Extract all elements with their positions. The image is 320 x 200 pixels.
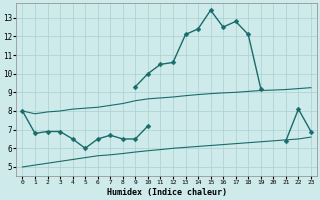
X-axis label: Humidex (Indice chaleur): Humidex (Indice chaleur)	[107, 188, 227, 197]
